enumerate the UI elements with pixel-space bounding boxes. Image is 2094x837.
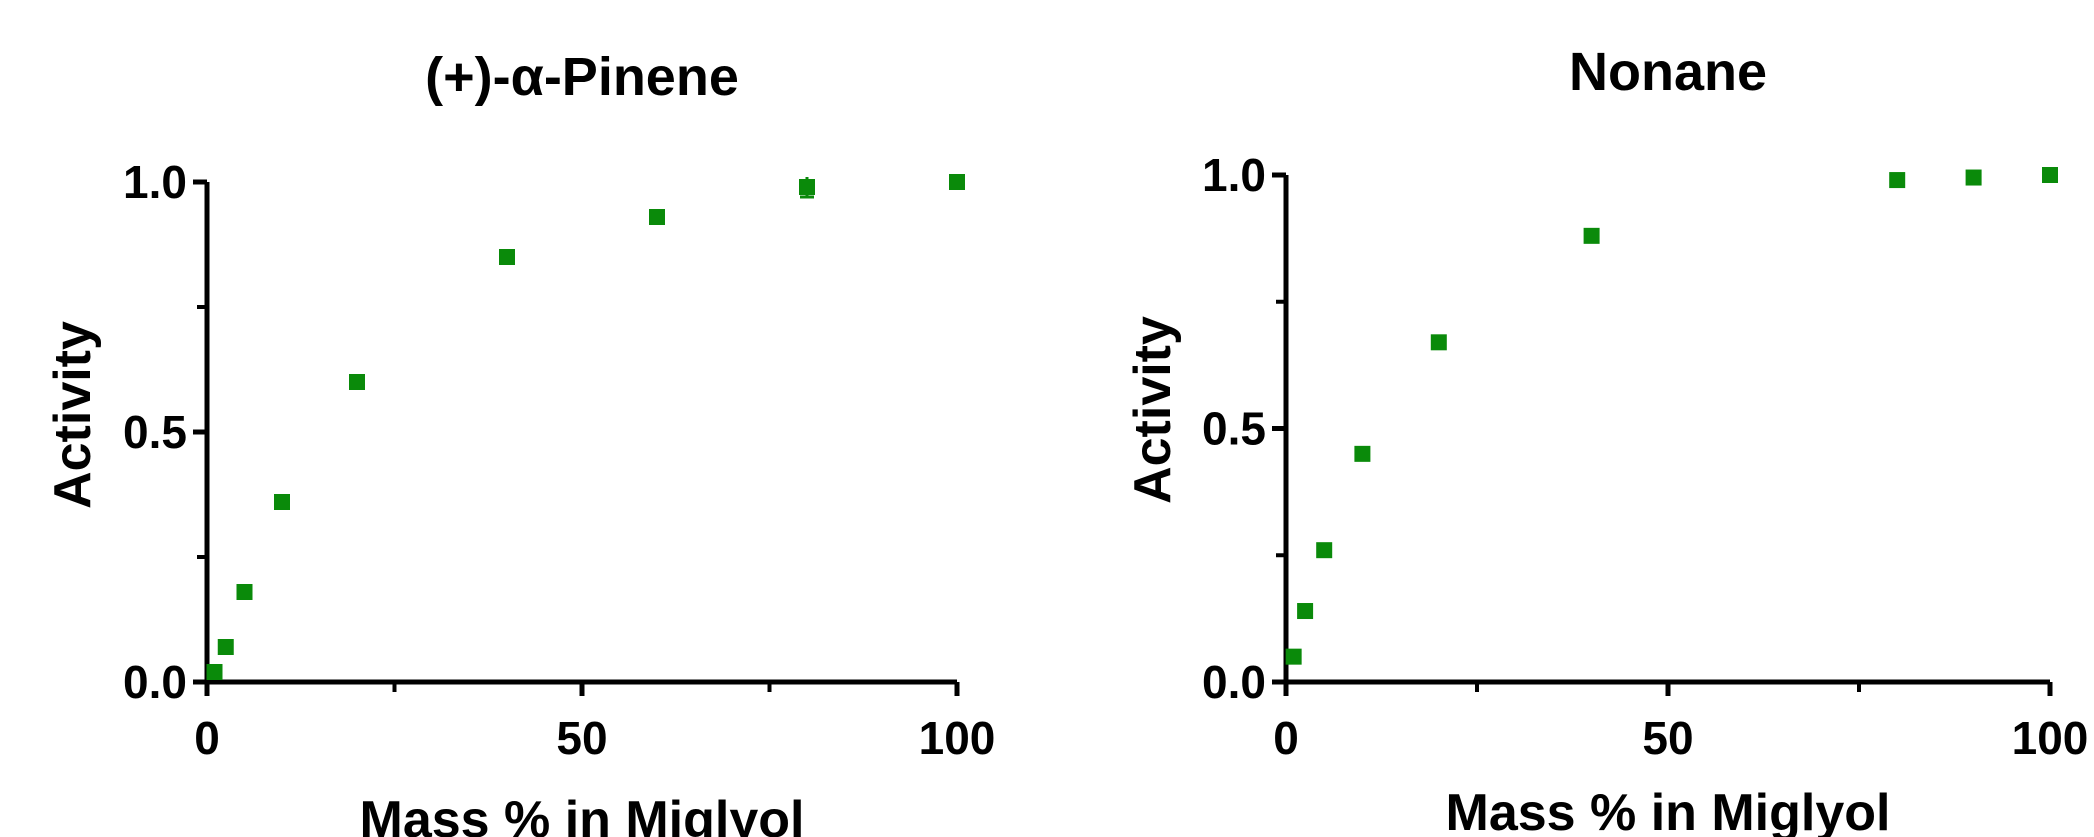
x-axis-label: Mass % in Miglyol [360,791,805,837]
y-tick-label: 0.0 [123,656,187,708]
y-axis-label: Activity [44,321,102,509]
y-tick-label: 1.0 [1202,149,1266,201]
chart-panel-nonane: Nonane 0 50 100 0.0 0.5 1.0 Mass % in Miglyol Ac… [1124,42,2088,837]
data-point [236,584,253,600]
data-point [2042,167,2058,183]
data-point [349,374,365,390]
data-point [1285,648,1302,665]
data-point [949,174,965,190]
data-point [274,494,290,510]
x-tick-label: 100 [2012,712,2089,764]
x-tick-label: 0 [1273,712,1299,764]
data-point [206,664,223,680]
data-point [1316,542,1333,559]
x-tick-label: 0 [194,712,220,764]
y-tick-label: 0.0 [1202,656,1266,708]
y-axis-label: Activity [1124,316,1182,504]
data-point [1430,334,1447,351]
y-tick-label: 0.5 [123,406,187,458]
x-axis-label: Mass % in Miglyol [1446,784,1891,837]
data-point [649,209,665,225]
data-point [1889,172,1906,189]
data-point [1965,169,1982,186]
chart-title: Nonane [1569,42,1767,102]
y-tick-label: 1.0 [123,156,187,208]
x-tick-label: 100 [919,712,996,764]
y-tick-label: 0.5 [1202,403,1266,455]
chart-panel-pinene: (+)-α-Pinene 0 50 100 0.0 0.5 1.0 Mass % in Mig… [44,47,995,837]
data-point [217,639,234,655]
x-tick-label: 50 [556,712,607,764]
chart-title: (+)-α-Pinene [425,47,739,107]
data-point [1297,603,1314,620]
x-tick-label: 50 [1642,712,1693,764]
data-point [1354,445,1371,462]
data-point [799,179,815,195]
data-point [1583,227,1600,244]
data-point [499,249,515,265]
